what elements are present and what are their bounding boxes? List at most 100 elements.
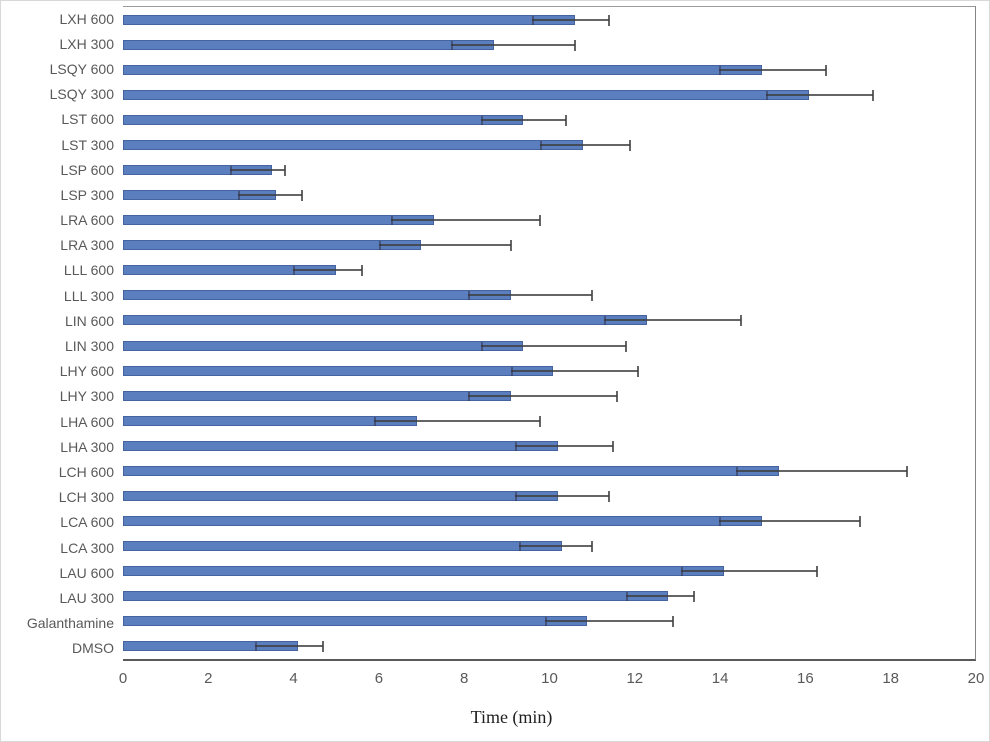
error-bar-cap-right — [628, 139, 631, 151]
bar-row — [123, 258, 975, 283]
error-bar-line — [293, 269, 362, 272]
error-bar-cap-right — [360, 265, 363, 277]
bar-row — [123, 534, 975, 559]
error-bar-line — [374, 419, 541, 422]
error-bar-line — [514, 495, 609, 498]
error-bar-cap-right — [565, 114, 568, 126]
error-bar-cap-left — [229, 166, 232, 175]
bar — [123, 215, 434, 226]
bar — [123, 315, 647, 326]
category-label: LHY 600 — [59, 363, 114, 380]
category-label: LLL 600 — [63, 262, 114, 279]
category-label: LCH 300 — [58, 489, 114, 506]
error-bar-cap-right — [671, 616, 674, 628]
error-bar-line — [544, 620, 673, 623]
error-bar-line — [468, 394, 618, 397]
category-label: LCA 300 — [60, 539, 114, 556]
error-bar-cap-left — [480, 341, 483, 351]
bar-row — [123, 107, 975, 132]
error-bar-cap-left — [604, 316, 607, 326]
x-tick-label: 14 — [711, 670, 729, 687]
bar-row — [123, 57, 975, 82]
error-bar-cap-left — [736, 466, 739, 476]
bar — [123, 340, 524, 351]
error-bar-line — [238, 194, 302, 197]
error-bar-cap-left — [719, 65, 722, 75]
error-bar-cap-right — [607, 491, 610, 503]
x-axis-title: Time (min) — [470, 707, 553, 727]
error-bar-cap-left — [378, 241, 381, 251]
bar-row — [123, 609, 975, 634]
error-bar-line — [766, 93, 873, 96]
error-bar-cap-left — [468, 391, 471, 401]
x-axis-tick-labels: 0 2 4 6 8 10 12 14 16 18 20 — [119, 669, 985, 689]
error-bar-cap-right — [283, 165, 286, 176]
error-bar-cap-right — [322, 641, 325, 653]
category-label: LHA 600 — [60, 413, 114, 430]
bar — [123, 566, 724, 577]
category-label: LRA 300 — [60, 237, 114, 254]
error-bar-line — [531, 18, 609, 21]
category-label: DMSO — [72, 640, 114, 657]
bar — [123, 64, 762, 75]
bar — [123, 89, 809, 100]
bar-row — [123, 358, 975, 383]
error-bar-cap-left — [255, 642, 258, 652]
bar-row — [123, 308, 975, 333]
error-bar-line — [540, 143, 630, 146]
category-label: LCA 600 — [60, 514, 114, 531]
error-bar-line — [468, 294, 592, 297]
x-tick-label: 20 — [967, 670, 985, 687]
error-bar-line — [451, 43, 575, 46]
error-bar-cap-right — [624, 340, 627, 352]
bar-row — [123, 483, 975, 508]
bar — [123, 114, 524, 125]
error-bar-cap-right — [539, 215, 542, 227]
error-bar-cap-right — [824, 64, 827, 76]
category-label: Galanthamine — [26, 615, 114, 632]
error-bar-cap-right — [816, 566, 819, 578]
error-bar-cap-left — [451, 40, 454, 50]
error-bar-cap-left — [480, 115, 483, 125]
bar-row — [123, 634, 975, 659]
error-bar-cap-right — [858, 516, 861, 528]
error-bar-line — [736, 469, 907, 472]
bar-row — [123, 333, 975, 358]
x-tick-label: 16 — [797, 670, 814, 687]
bar — [123, 365, 554, 376]
category-label: LSP 600 — [60, 161, 114, 178]
category-label: LCH 600 — [58, 463, 114, 480]
error-bar-line — [255, 645, 324, 648]
error-bar-cap-left — [510, 366, 513, 376]
error-bar-cap-right — [509, 240, 512, 252]
error-bar-line — [510, 369, 639, 372]
bar — [123, 390, 511, 401]
bar — [123, 139, 584, 150]
error-bar-line — [514, 444, 613, 447]
x-tick-label: 12 — [626, 670, 644, 687]
error-bar-cap-right — [616, 390, 619, 402]
error-bar-cap-right — [739, 315, 742, 327]
error-bar-cap-right — [871, 89, 874, 101]
bar-row — [123, 584, 975, 609]
error-bar-cap-right — [590, 541, 593, 553]
error-bar-line — [604, 319, 741, 322]
bar-row — [123, 157, 975, 182]
category-label: LIN 600 — [64, 312, 114, 329]
category-label: LAU 300 — [59, 589, 114, 606]
error-bar-cap-left — [719, 517, 722, 527]
error-bar-cap-left — [519, 542, 522, 552]
bar — [123, 240, 422, 251]
bar-row — [123, 408, 975, 433]
bar — [123, 14, 575, 25]
bar — [123, 415, 417, 426]
x-tick-label: 6 — [374, 670, 384, 687]
bar — [123, 591, 669, 602]
error-bar-cap-left — [544, 617, 547, 627]
category-label: LST 300 — [61, 136, 114, 153]
bar-row — [123, 433, 975, 458]
bar — [123, 440, 558, 451]
error-bar-line — [480, 344, 626, 347]
bar — [123, 39, 494, 50]
error-bar-line — [625, 595, 694, 598]
